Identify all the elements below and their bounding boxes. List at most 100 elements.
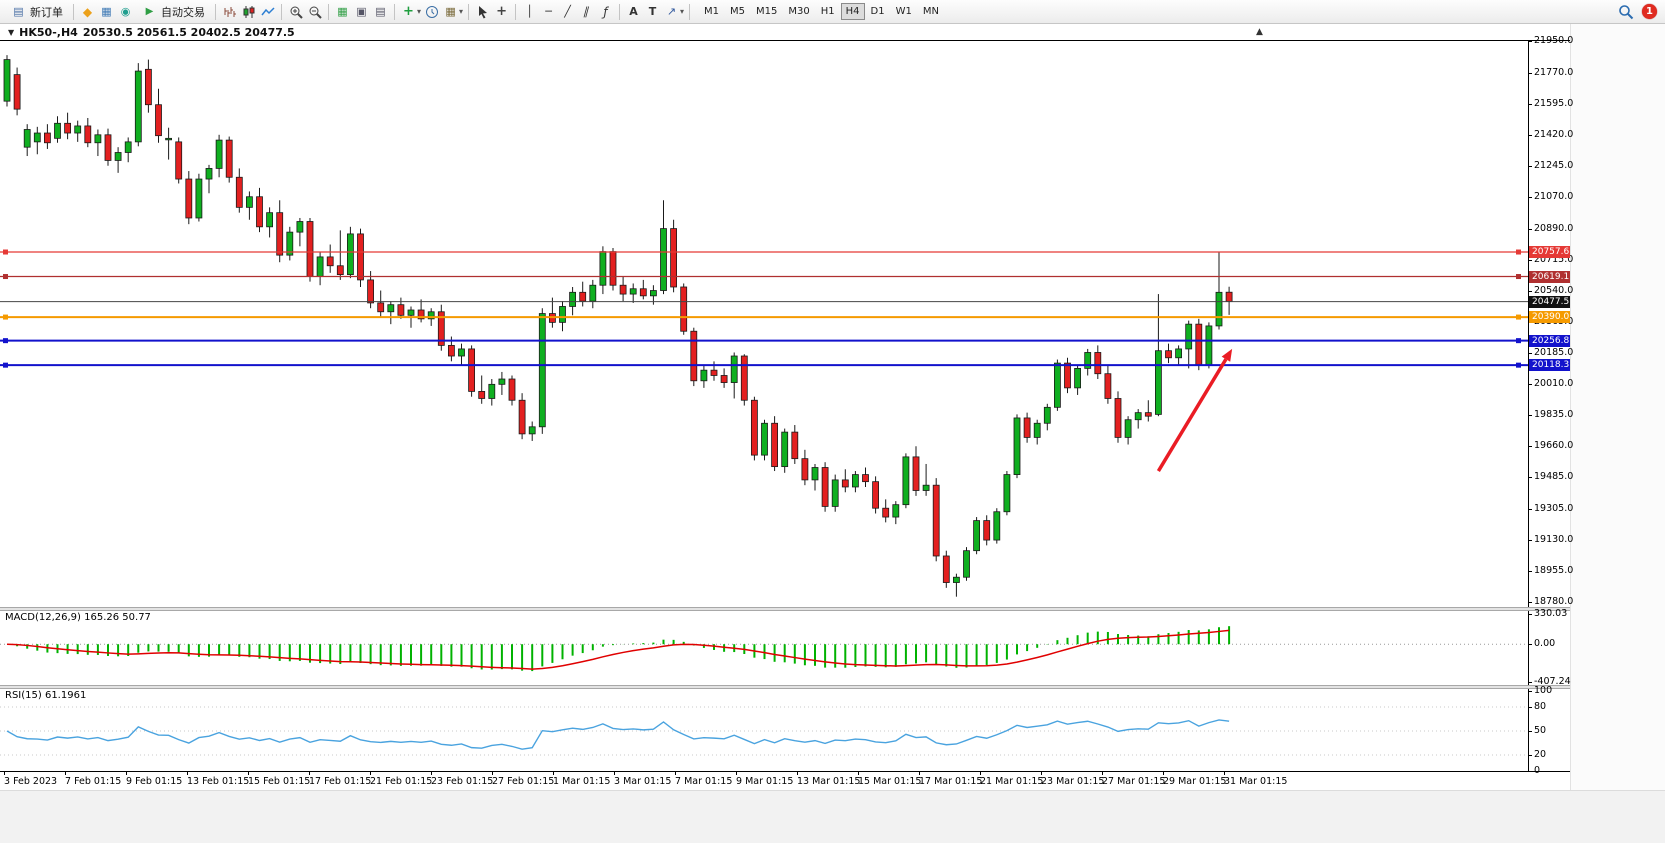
chart-shift-marker[interactable]: ▲: [1256, 27, 1263, 37]
macd-histogram: [16, 626, 1231, 672]
channel-tool-icon[interactable]: ∥: [582, 5, 592, 18]
time-axis-label: 15 Mar 01:15: [858, 776, 922, 787]
auto-trading-button[interactable]: ▶ 自动交易: [136, 1, 210, 22]
arrows-tool-caret-icon[interactable]: ▾: [680, 7, 685, 16]
ohlc-values: 20530.5 20561.5 20402.5 20477.5: [82, 26, 295, 39]
toolbar-separator: [281, 3, 282, 20]
timeframe-button-m15[interactable]: M15: [751, 3, 782, 20]
candlestick-chart-icon[interactable]: [240, 3, 257, 20]
arrange-windows-icon[interactable]: ▤: [375, 5, 386, 18]
time-axis-tick: [309, 772, 310, 775]
templates-caret-icon[interactable]: ▾: [459, 7, 464, 16]
add-indicator-icon[interactable]: +: [403, 4, 414, 19]
horizontal-line-tool-icon[interactable]: ─: [545, 5, 552, 18]
price-axis-tick: [1528, 477, 1532, 479]
fibonacci-tool-icon[interactable]: ƒ: [603, 4, 608, 19]
crosshair-icon[interactable]: +: [496, 4, 507, 19]
rsi-axis-label: 50: [1534, 725, 1547, 736]
timeframe-button-m1[interactable]: M1: [699, 3, 724, 20]
time-axis-tick: [675, 772, 676, 775]
time-axis-tick: [1102, 772, 1103, 775]
timeframe-group: M1 M5 M15 M30 H1 H4 D1 W1 MN: [699, 3, 944, 20]
time-axis-label: 9 Feb 01:15: [126, 776, 183, 787]
cascade-windows-icon[interactable]: ▣: [356, 5, 367, 18]
time-axis-tick: [614, 772, 615, 775]
macd-axis-tick: [1528, 644, 1532, 646]
right-gutter: [1570, 24, 1665, 790]
time-axis-tick: [858, 772, 859, 775]
period-clock-icon[interactable]: [423, 3, 440, 20]
timeframe-button-h1[interactable]: H1: [816, 3, 840, 20]
timeframe-button-mn[interactable]: MN: [918, 3, 944, 20]
price-axis-tick: [1528, 509, 1532, 511]
auto-trading-play-icon: ▶: [145, 5, 154, 17]
timeframe-button-w1[interactable]: W1: [891, 3, 917, 20]
toolbar-separator: [468, 3, 470, 20]
price-axis-tick: [1528, 353, 1532, 355]
price-axis-tick: [1528, 602, 1532, 603]
new-order-label: 新订单: [30, 5, 63, 19]
rsi-axis-tick: [1528, 707, 1532, 708]
timeframe-button-h4[interactable]: H4: [840, 3, 865, 20]
horizontal-level-lines[interactable]: [0, 249, 1528, 368]
chart-canvas[interactable]: [0, 24, 1570, 771]
charts-icon[interactable]: ▦: [101, 5, 112, 18]
price-axis-label: 20890.0: [1534, 222, 1574, 234]
services-icon[interactable]: ◉: [120, 5, 131, 18]
label-tool-icon[interactable]: T: [648, 5, 657, 18]
toolbar-separator: [689, 3, 691, 20]
time-axis-label: 1 Mar 01:15: [553, 776, 611, 787]
time-axis-tick: [431, 772, 432, 775]
time-axis-tick: [736, 772, 737, 775]
price-axis-tick: [1528, 103, 1532, 105]
toolbar-separator: [215, 3, 216, 20]
tile-windows-icon[interactable]: ▦: [337, 5, 348, 18]
time-axis-label: 23 Feb 01:15: [431, 776, 494, 787]
time-axis-label: 13 Feb 01:15: [187, 776, 250, 787]
trendline-tool-icon[interactable]: ╱: [564, 5, 571, 18]
vertical-line-tool-icon[interactable]: │: [526, 5, 533, 18]
timeframe-button-d1[interactable]: D1: [866, 3, 890, 20]
time-axis-label: 21 Mar 01:15: [980, 776, 1044, 787]
macd-label: MACD(12,26,9) 165.26 50.77: [5, 612, 151, 623]
time-axis-label: 29 Mar 01:15: [1163, 776, 1227, 787]
symbol-dropdown-icon[interactable]: ▼: [8, 28, 15, 37]
rsi-axis-label: 100: [1534, 685, 1553, 696]
time-axis-tick: [1041, 772, 1042, 775]
time-axis-tick: [980, 772, 981, 775]
time-axis[interactable]: 3 Feb 2023 7 Feb 01:15 9 Feb 01:15 13 Feb 0…: [0, 771, 1570, 790]
line-chart-icon[interactable]: [259, 3, 276, 20]
timeframe-button-m5[interactable]: M5: [725, 3, 750, 20]
toolbar-separator: [73, 3, 74, 20]
macd-pane-resizer[interactable]: [0, 607, 1570, 611]
annotation-arrow[interactable]: [1156, 348, 1233, 472]
price-axis-label: 21070.0: [1534, 190, 1574, 202]
price-tag: 20477.5: [1529, 295, 1570, 308]
time-axis-label: 15 Feb 01:15: [248, 776, 311, 787]
rsi-axis-label: 80: [1534, 701, 1547, 712]
new-order-button[interactable]: ▤ 新订单: [5, 1, 68, 22]
bar-chart-icon[interactable]: [221, 3, 238, 20]
text-tool-icon[interactable]: A: [629, 5, 638, 18]
metaeditor-icon[interactable]: ◆: [82, 4, 93, 19]
time-axis-label: 23 Mar 01:15: [1041, 776, 1105, 787]
time-axis-tick: [248, 772, 249, 775]
time-axis-tick: [370, 772, 371, 775]
search-icon[interactable]: [1617, 3, 1634, 20]
add-indicator-caret-icon[interactable]: ▾: [417, 7, 422, 16]
price-axis-tick: [1528, 446, 1532, 448]
rsi-pane-resizer[interactable]: [0, 685, 1570, 689]
zoom-in-icon[interactable]: [287, 3, 304, 20]
templates-icon[interactable]: ▦: [445, 5, 456, 18]
time-axis-tick: [1163, 772, 1164, 775]
chart-header: ▼ HK50-,H4 20530.5 20561.5 20402.5 20477…: [8, 26, 295, 39]
arrows-tool-icon[interactable]: ↗: [666, 5, 677, 18]
timeframe-button-m30[interactable]: M30: [783, 3, 814, 20]
notification-badge[interactable]: 1: [1642, 4, 1657, 19]
rsi-axis-tick: [1528, 731, 1532, 732]
zoom-out-icon[interactable]: [306, 3, 323, 20]
price-tag: 20256.8: [1529, 334, 1570, 347]
cursor-icon[interactable]: [474, 3, 491, 20]
rsi-axis-label: 20: [1534, 749, 1547, 760]
